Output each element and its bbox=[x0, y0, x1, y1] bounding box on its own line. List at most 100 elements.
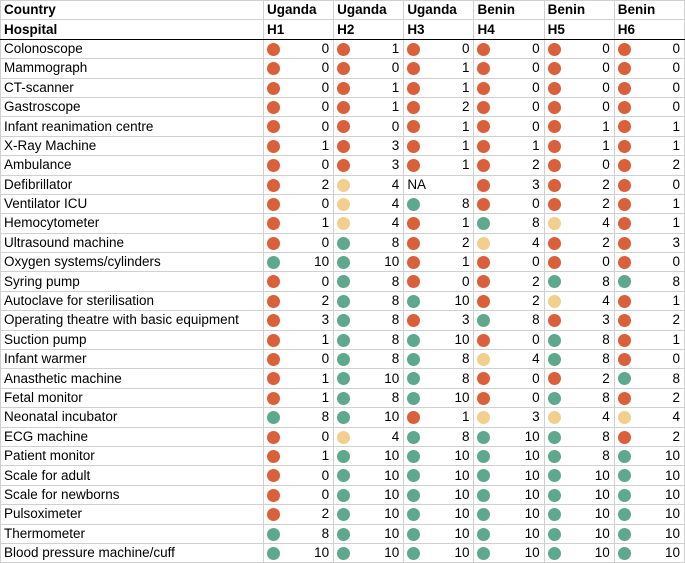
hospital: H3 bbox=[403, 19, 475, 40]
status-dot bbox=[477, 508, 491, 522]
count-value: 1 bbox=[672, 196, 680, 212]
status-dot bbox=[617, 100, 631, 114]
count-cell: 8 bbox=[543, 426, 615, 447]
equipment-row: Colonoscope 0 1 0 0 0 0 bbox=[0, 38, 685, 60]
count-cell: 0 bbox=[543, 155, 615, 176]
count-cell: 8 bbox=[473, 213, 545, 234]
status-dot bbox=[267, 411, 280, 425]
count-cell: 8 bbox=[333, 310, 405, 331]
status-dot bbox=[547, 197, 561, 211]
header-row: Country Uganda Uganda Uganda Benin Benin Benin bbox=[0, 0, 685, 21]
status-dot bbox=[617, 314, 631, 328]
status-dot bbox=[337, 120, 351, 134]
status-dot bbox=[407, 256, 421, 270]
country: Benin bbox=[473, 0, 545, 21]
count-cell: 1 bbox=[473, 135, 545, 157]
count-cell: 0 bbox=[473, 77, 545, 98]
count-value: 8 bbox=[602, 390, 610, 405]
count-cell: 3 bbox=[333, 155, 405, 176]
status-dot bbox=[407, 294, 421, 308]
equipment-name: Patient monitor bbox=[0, 445, 264, 467]
count-cell: 0 bbox=[613, 77, 685, 98]
status-dot bbox=[337, 411, 351, 425]
count-value: 10 bbox=[594, 506, 610, 522]
count-cell: 8 bbox=[333, 387, 405, 409]
equipment-row: Thermometer 8 10 10 10 10 10 bbox=[0, 523, 685, 544]
count-value: 1 bbox=[321, 137, 330, 153]
count-cell: 1 bbox=[262, 445, 335, 467]
status-dot bbox=[337, 314, 351, 328]
count-value: 10 bbox=[664, 506, 680, 522]
count-value: 10 bbox=[384, 525, 400, 541]
count-cell: 10 bbox=[333, 368, 405, 389]
count-cell: 8 bbox=[543, 329, 615, 351]
count-value: 1 bbox=[672, 137, 680, 153]
count-cell: 8 bbox=[543, 387, 615, 409]
count-value: 0 bbox=[602, 40, 610, 56]
status-dot bbox=[267, 236, 280, 250]
equipment-name: Ultrasound machine bbox=[0, 232, 264, 254]
status-dot bbox=[547, 449, 561, 463]
status-dot bbox=[477, 314, 491, 328]
status-dot bbox=[267, 527, 280, 541]
count-cell: 10 bbox=[403, 290, 475, 312]
count-value: 10 bbox=[454, 331, 470, 347]
count-value: 1 bbox=[321, 370, 330, 386]
status-dot bbox=[617, 449, 631, 463]
count-value: 1 bbox=[672, 118, 680, 134]
status-dot bbox=[407, 81, 421, 95]
status-dot bbox=[477, 236, 491, 250]
count-value: 1 bbox=[461, 137, 470, 153]
count-value: 0 bbox=[532, 40, 540, 56]
count-value: 0 bbox=[602, 254, 610, 270]
hospital: H4 bbox=[473, 19, 545, 40]
count-cell: 4 bbox=[543, 290, 615, 312]
equipment-row: Suction pump 1 8 10 0 8 1 bbox=[0, 329, 685, 351]
status-dot bbox=[617, 275, 631, 289]
status-dot bbox=[617, 159, 631, 173]
status-dot bbox=[407, 120, 421, 134]
status-dot bbox=[337, 139, 351, 153]
equipment-name: Autoclave for sterilisation bbox=[0, 290, 264, 312]
equipment-row: Mammograph 0 0 1 0 0 0 bbox=[0, 58, 685, 79]
equipment-name: Syring pump bbox=[0, 271, 264, 292]
status-dot bbox=[477, 178, 491, 192]
status-dot bbox=[617, 546, 631, 560]
count-value: 0 bbox=[321, 351, 330, 367]
equipment-row: Operating theatre with basic equipment 3 8… bbox=[0, 310, 685, 331]
count-value: 8 bbox=[602, 428, 610, 444]
count-cell: 8 bbox=[613, 368, 685, 389]
status-dot bbox=[477, 120, 491, 134]
count-value: 0 bbox=[532, 390, 540, 405]
count-value: 8 bbox=[461, 370, 470, 386]
status-dot bbox=[477, 449, 491, 463]
status-dot bbox=[267, 159, 280, 173]
count-value: 0 bbox=[321, 273, 330, 289]
count-value: 1 bbox=[672, 331, 680, 347]
count-value: 8 bbox=[672, 370, 680, 386]
equipment-name: Scale for newborns bbox=[0, 484, 264, 506]
count-value: 0 bbox=[321, 428, 330, 444]
count-value: 10 bbox=[664, 545, 680, 561]
status-dot bbox=[267, 430, 280, 444]
count-value: 0 bbox=[672, 99, 680, 115]
count-cell: 4 bbox=[333, 426, 405, 447]
count-cell: 1 bbox=[403, 407, 475, 428]
count-value: 1 bbox=[461, 215, 470, 231]
count-cell: 10 bbox=[333, 445, 405, 467]
status-dot bbox=[267, 391, 280, 405]
count-cell: 4 bbox=[473, 232, 545, 254]
status-dot bbox=[617, 178, 631, 192]
equipment-name: Fetal monitor bbox=[0, 387, 264, 409]
count-cell: 10 bbox=[543, 504, 615, 525]
count-value: 0 bbox=[532, 79, 540, 95]
count-cell: 1 bbox=[333, 96, 405, 118]
count-cell: 0 bbox=[262, 58, 335, 79]
count-value: 10 bbox=[454, 506, 470, 522]
count-value: 10 bbox=[454, 545, 470, 561]
count-value: 0 bbox=[672, 351, 680, 367]
status-dot bbox=[477, 469, 491, 483]
count-value: 1 bbox=[672, 215, 680, 231]
status-dot bbox=[267, 100, 280, 114]
count-value: 10 bbox=[594, 545, 610, 561]
